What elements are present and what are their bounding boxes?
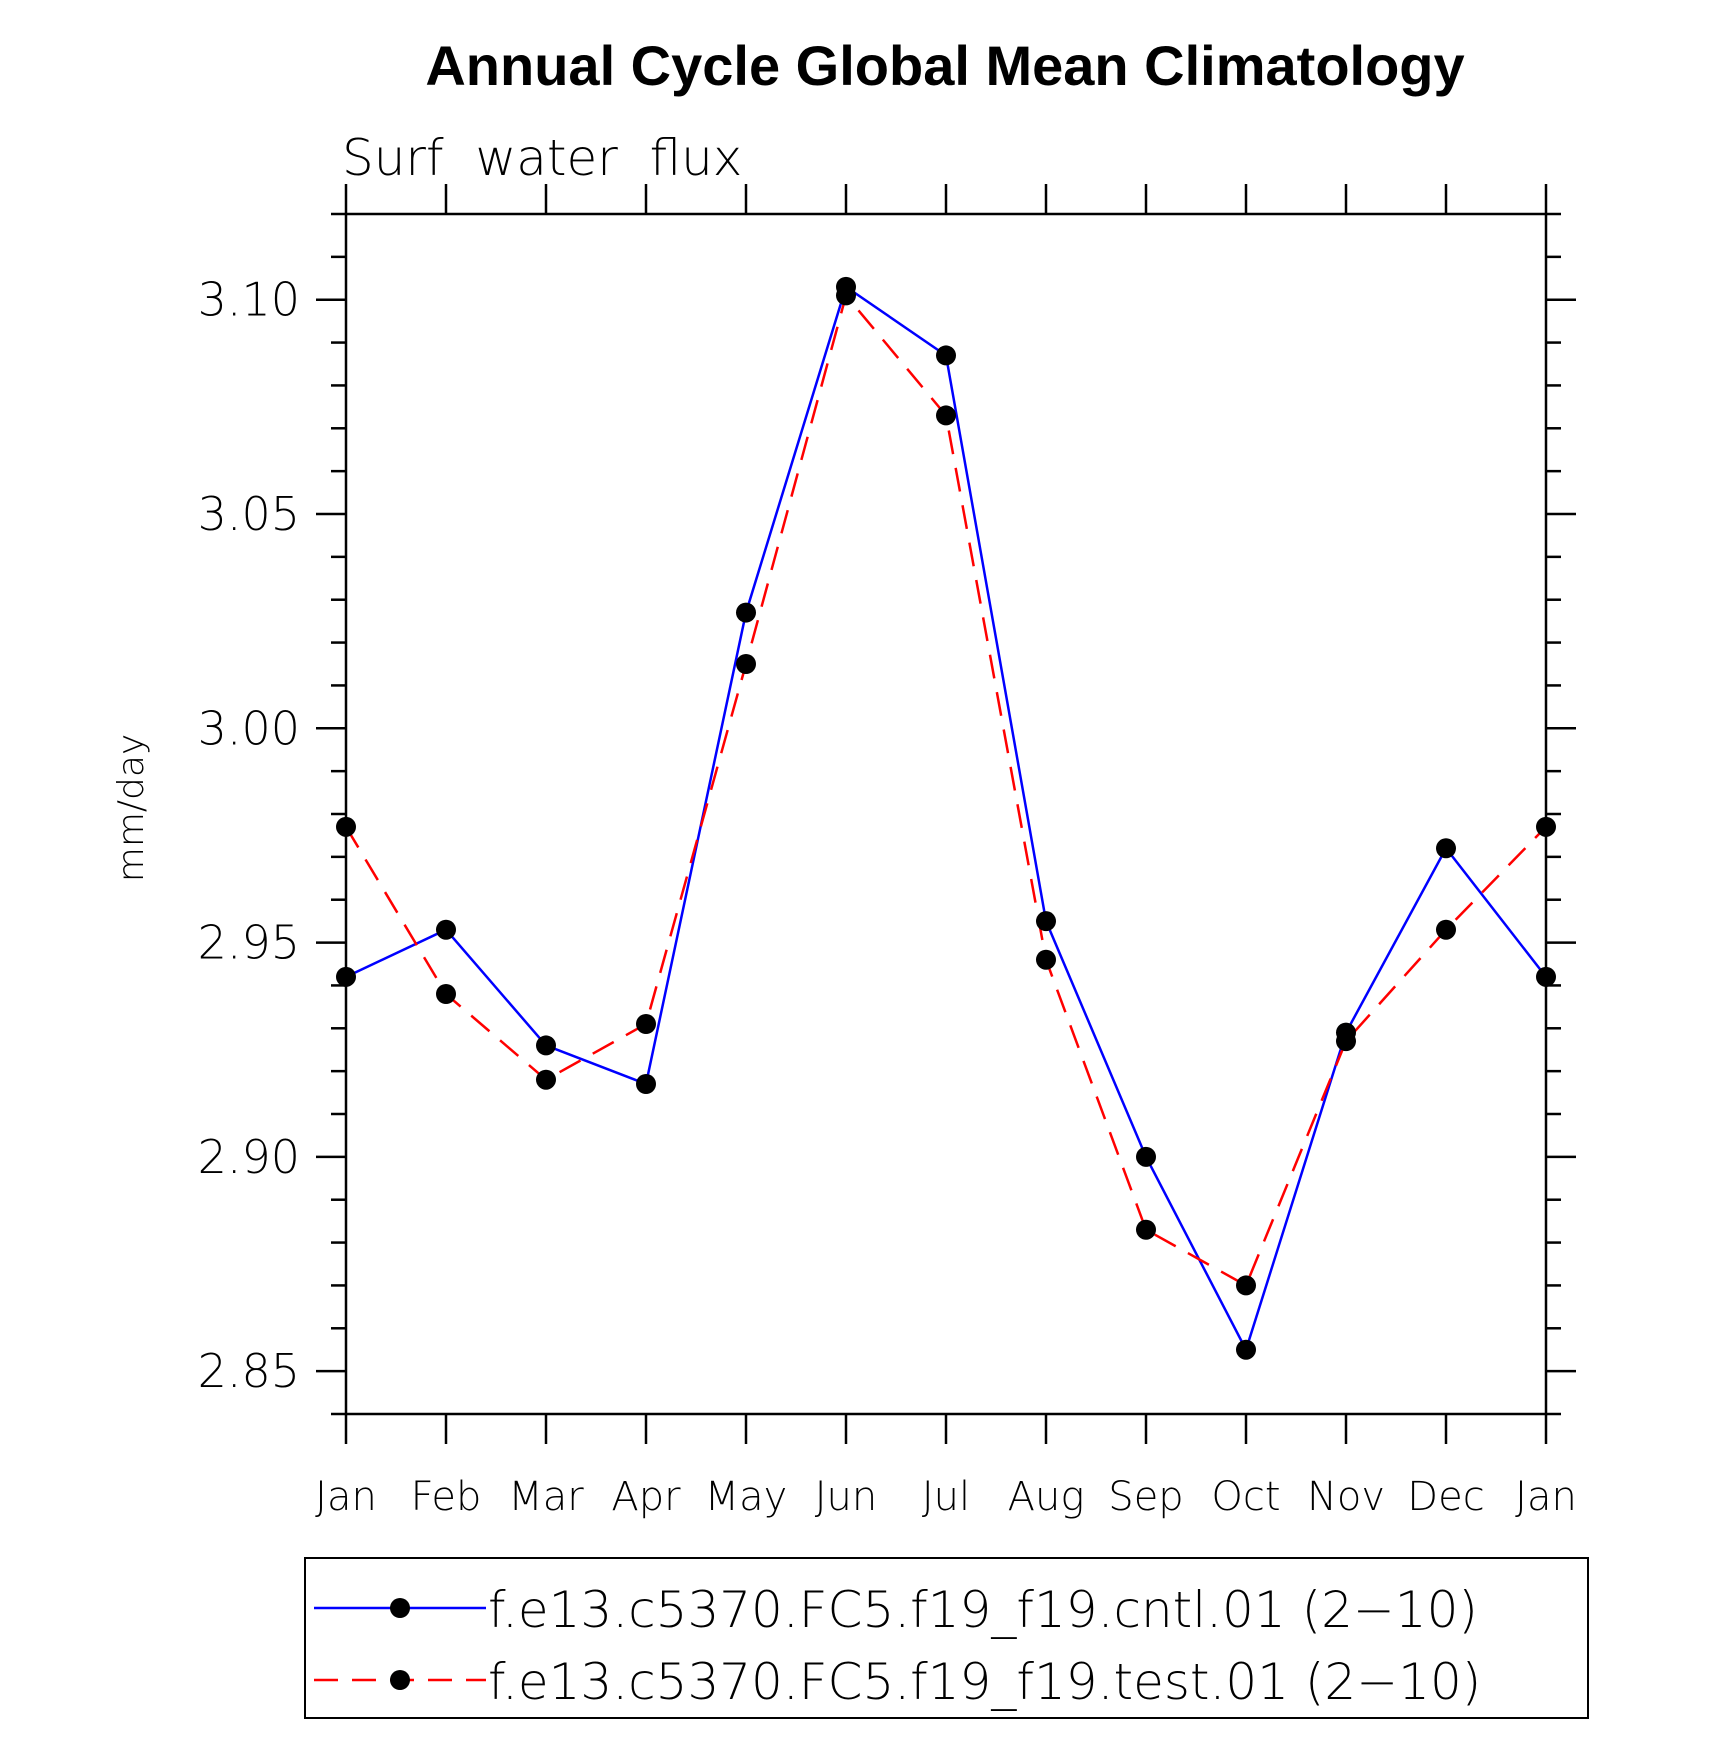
series-lines	[344, 284, 1547, 1353]
x-tick-label: Nov	[1307, 1474, 1385, 1520]
y-tick-label: 3.05	[198, 487, 300, 541]
legend-box	[304, 1557, 1589, 1719]
x-tick-label: Jun	[815, 1474, 878, 1520]
series-2-marker	[936, 405, 956, 426]
series-line-2	[344, 292, 1547, 1288]
x-tick-label: Sep	[1108, 1474, 1183, 1520]
series-1-marker	[436, 919, 456, 940]
y-tick-label: 3.00	[198, 701, 300, 755]
legend-marker-2	[390, 1670, 410, 1690]
series-2-marker	[436, 984, 456, 1004]
y-axis-label: mm/day	[111, 734, 152, 882]
x-tick-label: Jan	[1515, 1474, 1577, 1520]
chart-title: Annual Cycle Global Mean Climatology	[425, 34, 1464, 97]
series-2-marker	[1336, 1031, 1356, 1052]
series-2-marker	[1236, 1275, 1256, 1296]
x-tick-label: Apr	[611, 1474, 681, 1520]
series-2-marker	[536, 1069, 556, 1090]
series-1-marker	[336, 966, 356, 987]
x-tick-label: Dec	[1407, 1474, 1484, 1520]
series-2-marker	[836, 285, 856, 306]
x-tick-label: Oct	[1211, 1474, 1280, 1520]
series-line-1	[345, 284, 1547, 1353]
x-tick-label: May	[705, 1474, 788, 1520]
series-1-marker	[736, 602, 756, 623]
series-1-marker	[1536, 966, 1556, 987]
series-1-marker	[1236, 1339, 1256, 1360]
x-tick-label: Feb	[411, 1474, 482, 1520]
series-2-marker	[1536, 816, 1556, 837]
x-tick-label: Mar	[508, 1474, 584, 1520]
series-markers	[336, 276, 1556, 1360]
series-1-marker	[1436, 838, 1456, 859]
legend-label-1: f.e13.c5370.FC5.f19_f19.cntl.01 (2−10)	[488, 1581, 1478, 1639]
series-2-marker	[1136, 1219, 1156, 1240]
y-tick-label: 2.85	[198, 1344, 300, 1398]
series-2-marker	[1436, 919, 1456, 940]
y-tick-label: 2.90	[198, 1130, 300, 1184]
x-axis: Jan Feb Mar Apr May Jun Jul Aug Sep Oct Nov Dec Jan	[315, 184, 1577, 1520]
x-tick-label: Aug	[1008, 1474, 1085, 1520]
series-1-marker	[536, 1035, 556, 1056]
series-1-marker	[1036, 911, 1056, 932]
series-2-marker	[336, 816, 356, 837]
series-2-marker	[736, 654, 756, 674]
series-1-marker	[636, 1074, 656, 1094]
x-tick-label: Jan	[315, 1474, 377, 1520]
plot-frame	[344, 212, 1548, 1416]
legend-marker-1	[390, 1598, 410, 1618]
series-1-marker	[936, 345, 956, 366]
series-1-marker	[1136, 1146, 1156, 1167]
y-tick-label: 3.10	[198, 273, 300, 327]
legend-label-2: f.e13.c5370.FC5.f19_f19.test.01 (2−10)	[488, 1653, 1481, 1711]
series-2-marker	[636, 1014, 656, 1034]
x-tick-label: Jul	[922, 1474, 970, 1520]
legend: f.e13.c5370.FC5.f19_f19.cntl.01 (2−10) f.…	[304, 1557, 1589, 1719]
series-2-marker	[1036, 949, 1056, 970]
chart-subtitle: Surf water flux	[342, 129, 742, 187]
y-axis: 2.85 2.90 2.95 3.00 3.05 3.10	[198, 212, 1576, 1416]
y-tick-label: 2.95	[198, 916, 300, 970]
